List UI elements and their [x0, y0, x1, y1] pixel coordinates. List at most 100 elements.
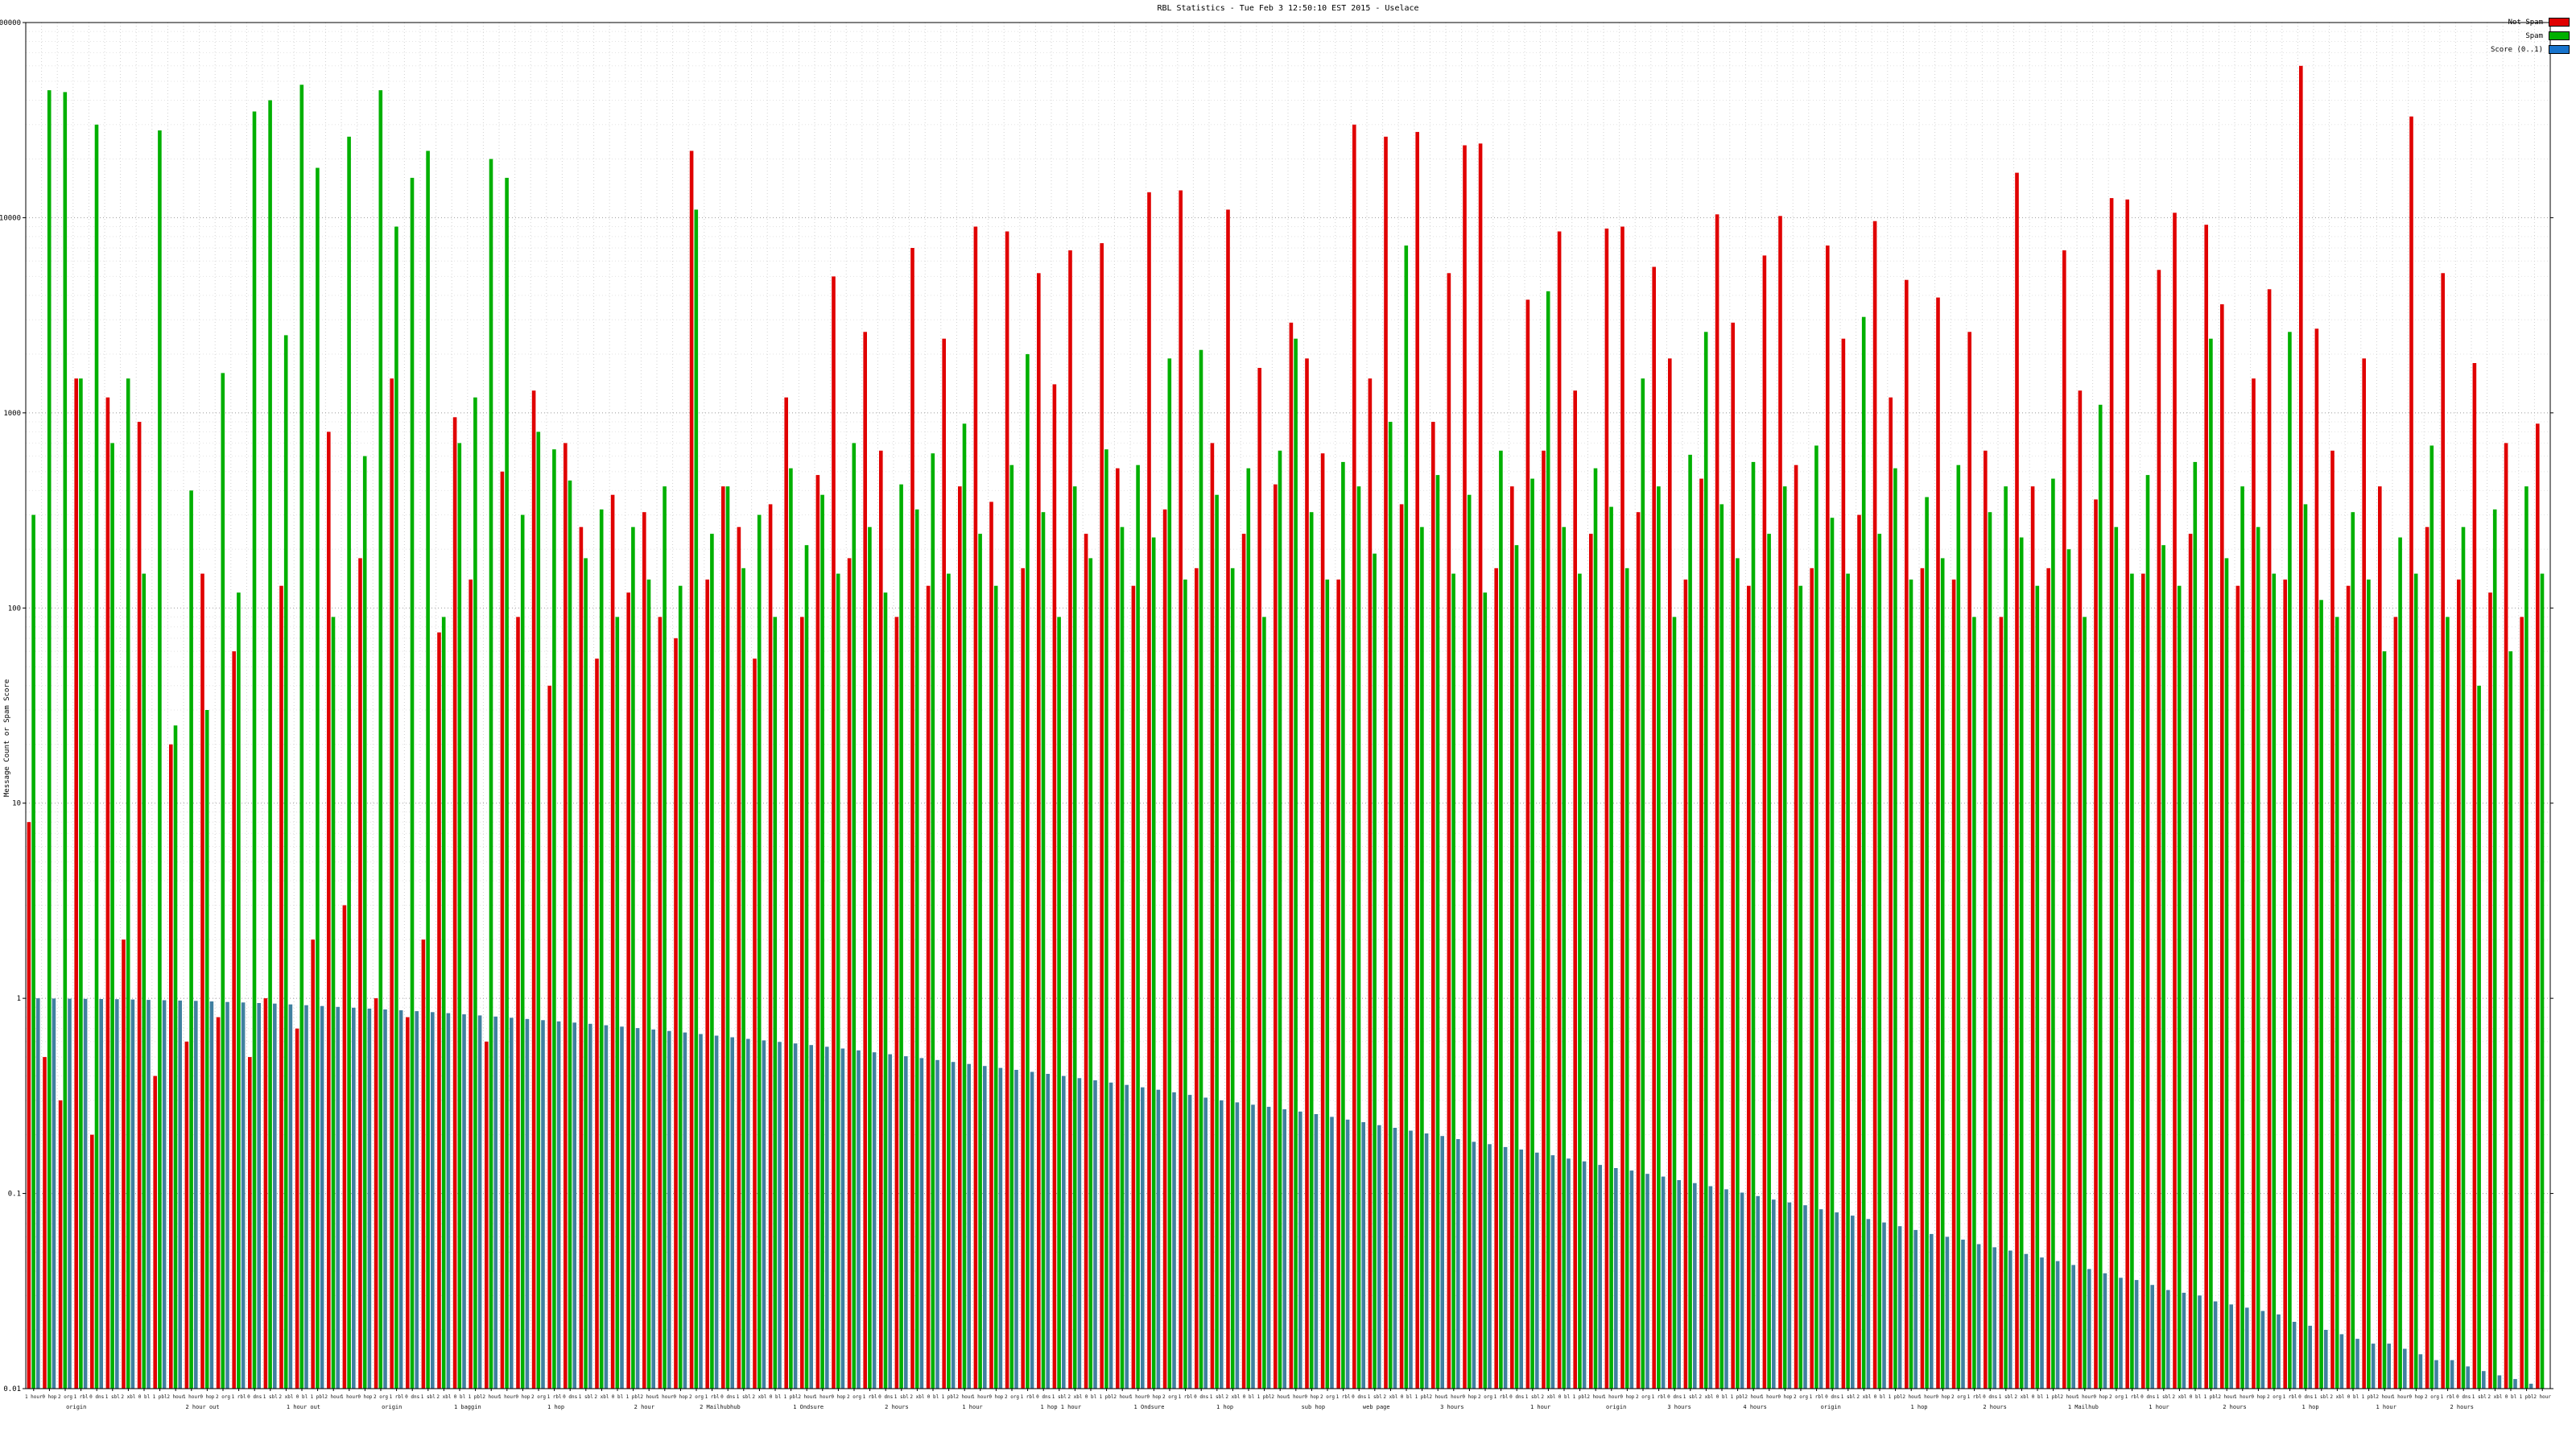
svg-text:2 xbl: 2 xbl [121, 1394, 135, 1400]
svg-text:1 pbl: 1 pbl [2520, 1394, 2534, 1400]
svg-text:1 sbl: 1 sbl [263, 1394, 278, 1400]
svg-text:1 hour: 1 hour [1918, 1394, 1936, 1400]
svg-text:1 rbl: 1 rbl [1179, 1394, 1193, 1400]
svg-text:10: 10 [12, 800, 21, 808]
svg-text:1 hour: 1 hour [1129, 1394, 1147, 1400]
svg-text:1 hour: 1 hour [1287, 1394, 1305, 1400]
svg-text:2 xbl: 2 xbl [1067, 1394, 1082, 1400]
svg-text:1 pbl: 1 pbl [1731, 1394, 1745, 1400]
svg-text:1 rbl: 1 rbl [1810, 1394, 1824, 1400]
svg-text:2 hour: 2 hour [1744, 1394, 1762, 1400]
svg-text:2 xbl: 2 xbl [436, 1394, 451, 1400]
svg-text:2 xbl: 2 xbl [910, 1394, 924, 1400]
svg-text:1 hour: 1 hour [498, 1394, 516, 1400]
svg-text:0 hop: 0 hop [1146, 1394, 1161, 1400]
svg-text:1 rbl: 1 rbl [2283, 1394, 2297, 1400]
svg-text:2 hour: 2 hour [1113, 1394, 1131, 1400]
svg-text:2 org: 2 org [2109, 1394, 2124, 1400]
legend-label-score: Score (0..1) [2490, 45, 2543, 54]
svg-text:origin: origin [66, 1404, 86, 1410]
svg-text:0 dns: 0 dns [2140, 1394, 2155, 1400]
svg-text:2 xbl: 2 xbl [2487, 1394, 2502, 1400]
svg-text:0 dns: 0 dns [1667, 1394, 1682, 1400]
svg-text:2 org: 2 org [1951, 1394, 1966, 1400]
svg-text:1 hour: 1 hour [1761, 1394, 1778, 1400]
svg-text:2 org: 2 org [374, 1394, 388, 1400]
svg-text:2 xbl: 2 xbl [2172, 1394, 2186, 1400]
svg-text:2 org: 2 org [531, 1394, 546, 1400]
svg-text:0 hop: 0 hop [200, 1394, 214, 1400]
svg-text:0 bl: 0 bl [770, 1394, 782, 1400]
svg-text:0 dns: 0 dns [1825, 1394, 1839, 1400]
svg-text:1 rbl: 1 rbl [2441, 1394, 2455, 1400]
svg-text:2 org: 2 org [58, 1394, 72, 1400]
svg-text:1 pbl: 1 pbl [1415, 1394, 1430, 1400]
svg-text:0 hop: 0 hop [1304, 1394, 1319, 1400]
svg-text:1 sbl: 1 sbl [1368, 1394, 1382, 1400]
svg-text:1: 1 [17, 995, 21, 1003]
svg-text:2 hour: 2 hour [634, 1404, 654, 1410]
svg-text:1 hour: 1 hour [814, 1394, 832, 1400]
svg-text:2 xbl: 2 xbl [1856, 1394, 1871, 1400]
svg-text:2 hour: 2 hour [640, 1394, 658, 1400]
svg-text:2 xbl: 2 xbl [752, 1394, 766, 1400]
svg-text:0 hop: 0 hop [515, 1394, 530, 1400]
svg-text:1 rbl: 1 rbl [1021, 1394, 1035, 1400]
svg-text:2 org: 2 org [2267, 1394, 2281, 1400]
svg-text:2 org: 2 org [1162, 1394, 1177, 1400]
svg-text:1 rbl: 1 rbl [1967, 1394, 1982, 1400]
svg-text:1 pbl: 1 pbl [2362, 1394, 2376, 1400]
svg-text:0 bl: 0 bl [612, 1394, 624, 1400]
svg-text:0 bl: 0 bl [296, 1394, 308, 1400]
chart-title: RBL Statistics - Tue Feb 3 12:50:10 EST … [1157, 4, 1419, 13]
svg-text:0 bl: 0 bl [2190, 1394, 2202, 1400]
svg-text:1 sbl: 1 sbl [2314, 1394, 2329, 1400]
svg-text:2 hours: 2 hours [885, 1404, 909, 1410]
svg-text:1 sbl: 1 sbl [421, 1394, 436, 1400]
svg-text:0 hop: 0 hop [1935, 1394, 1950, 1400]
svg-text:2 hour: 2 hour [798, 1394, 815, 1400]
svg-text:1 hop: 1 hop [1910, 1404, 1927, 1410]
svg-text:1 sbl: 1 sbl [737, 1394, 751, 1400]
svg-text:2 xbl: 2 xbl [2330, 1394, 2344, 1400]
svg-text:1 pbl: 1 pbl [942, 1394, 956, 1400]
svg-text:1 pbl: 1 pbl [1100, 1394, 1114, 1400]
svg-text:2 org: 2 org [1478, 1394, 1492, 1400]
svg-text:2 hours: 2 hours [2223, 1404, 2247, 1410]
svg-text:web page: web page [1363, 1404, 1390, 1410]
svg-text:2 org: 2 org [1005, 1394, 1019, 1400]
svg-text:3 hours: 3 hours [1440, 1404, 1464, 1410]
svg-text:1 sbl: 1 sbl [894, 1394, 909, 1400]
svg-text:1 rbl: 1 rbl [1652, 1394, 1666, 1400]
svg-text:origin: origin [1821, 1404, 1841, 1410]
svg-text:1 sbl: 1 sbl [1210, 1394, 1224, 1400]
svg-text:1 rbl: 1 rbl [74, 1394, 89, 1400]
svg-text:0 bl: 0 bl [138, 1394, 151, 1400]
svg-text:2 hours: 2 hours [2450, 1404, 2474, 1410]
svg-text:1 pbl: 1 pbl [626, 1394, 641, 1400]
svg-text:0 bl: 0 bl [2032, 1394, 2044, 1400]
svg-text:0 dns: 0 dns [2298, 1394, 2313, 1400]
svg-text:1 rbl: 1 rbl [1336, 1394, 1351, 1400]
svg-text:2 org: 2 org [1636, 1394, 1650, 1400]
svg-text:0 hop: 0 hop [42, 1394, 56, 1400]
svg-text:1 rbl: 1 rbl [2125, 1394, 2140, 1400]
svg-text:0 dns: 0 dns [247, 1394, 262, 1400]
svg-text:0 bl: 0 bl [1558, 1394, 1571, 1400]
svg-text:0 hop: 0 hop [2093, 1394, 2107, 1400]
svg-text:0.1: 0.1 [8, 1191, 21, 1199]
svg-text:2 hour: 2 hour [956, 1394, 973, 1400]
svg-text:origin: origin [1606, 1404, 1626, 1410]
svg-text:sub hop: sub hop [1302, 1404, 1326, 1410]
svg-text:0 hop: 0 hop [673, 1394, 687, 1400]
svg-text:1 sbl: 1 sbl [2157, 1394, 2171, 1400]
svg-text:3 hours: 3 hours [1667, 1404, 1691, 1410]
svg-text:1 rbl: 1 rbl [547, 1394, 562, 1400]
svg-text:1 pbl: 1 pbl [784, 1394, 799, 1400]
svg-text:2 Mailhubhub: 2 Mailhubhub [700, 1404, 741, 1410]
svg-text:2 xbl: 2 xbl [1383, 1394, 1397, 1400]
svg-text:2 org: 2 org [216, 1394, 230, 1400]
svg-text:1 sbl: 1 sbl [579, 1394, 593, 1400]
svg-text:1 pbl: 1 pbl [1573, 1394, 1587, 1400]
svg-text:1 pbl: 1 pbl [1889, 1394, 1903, 1400]
